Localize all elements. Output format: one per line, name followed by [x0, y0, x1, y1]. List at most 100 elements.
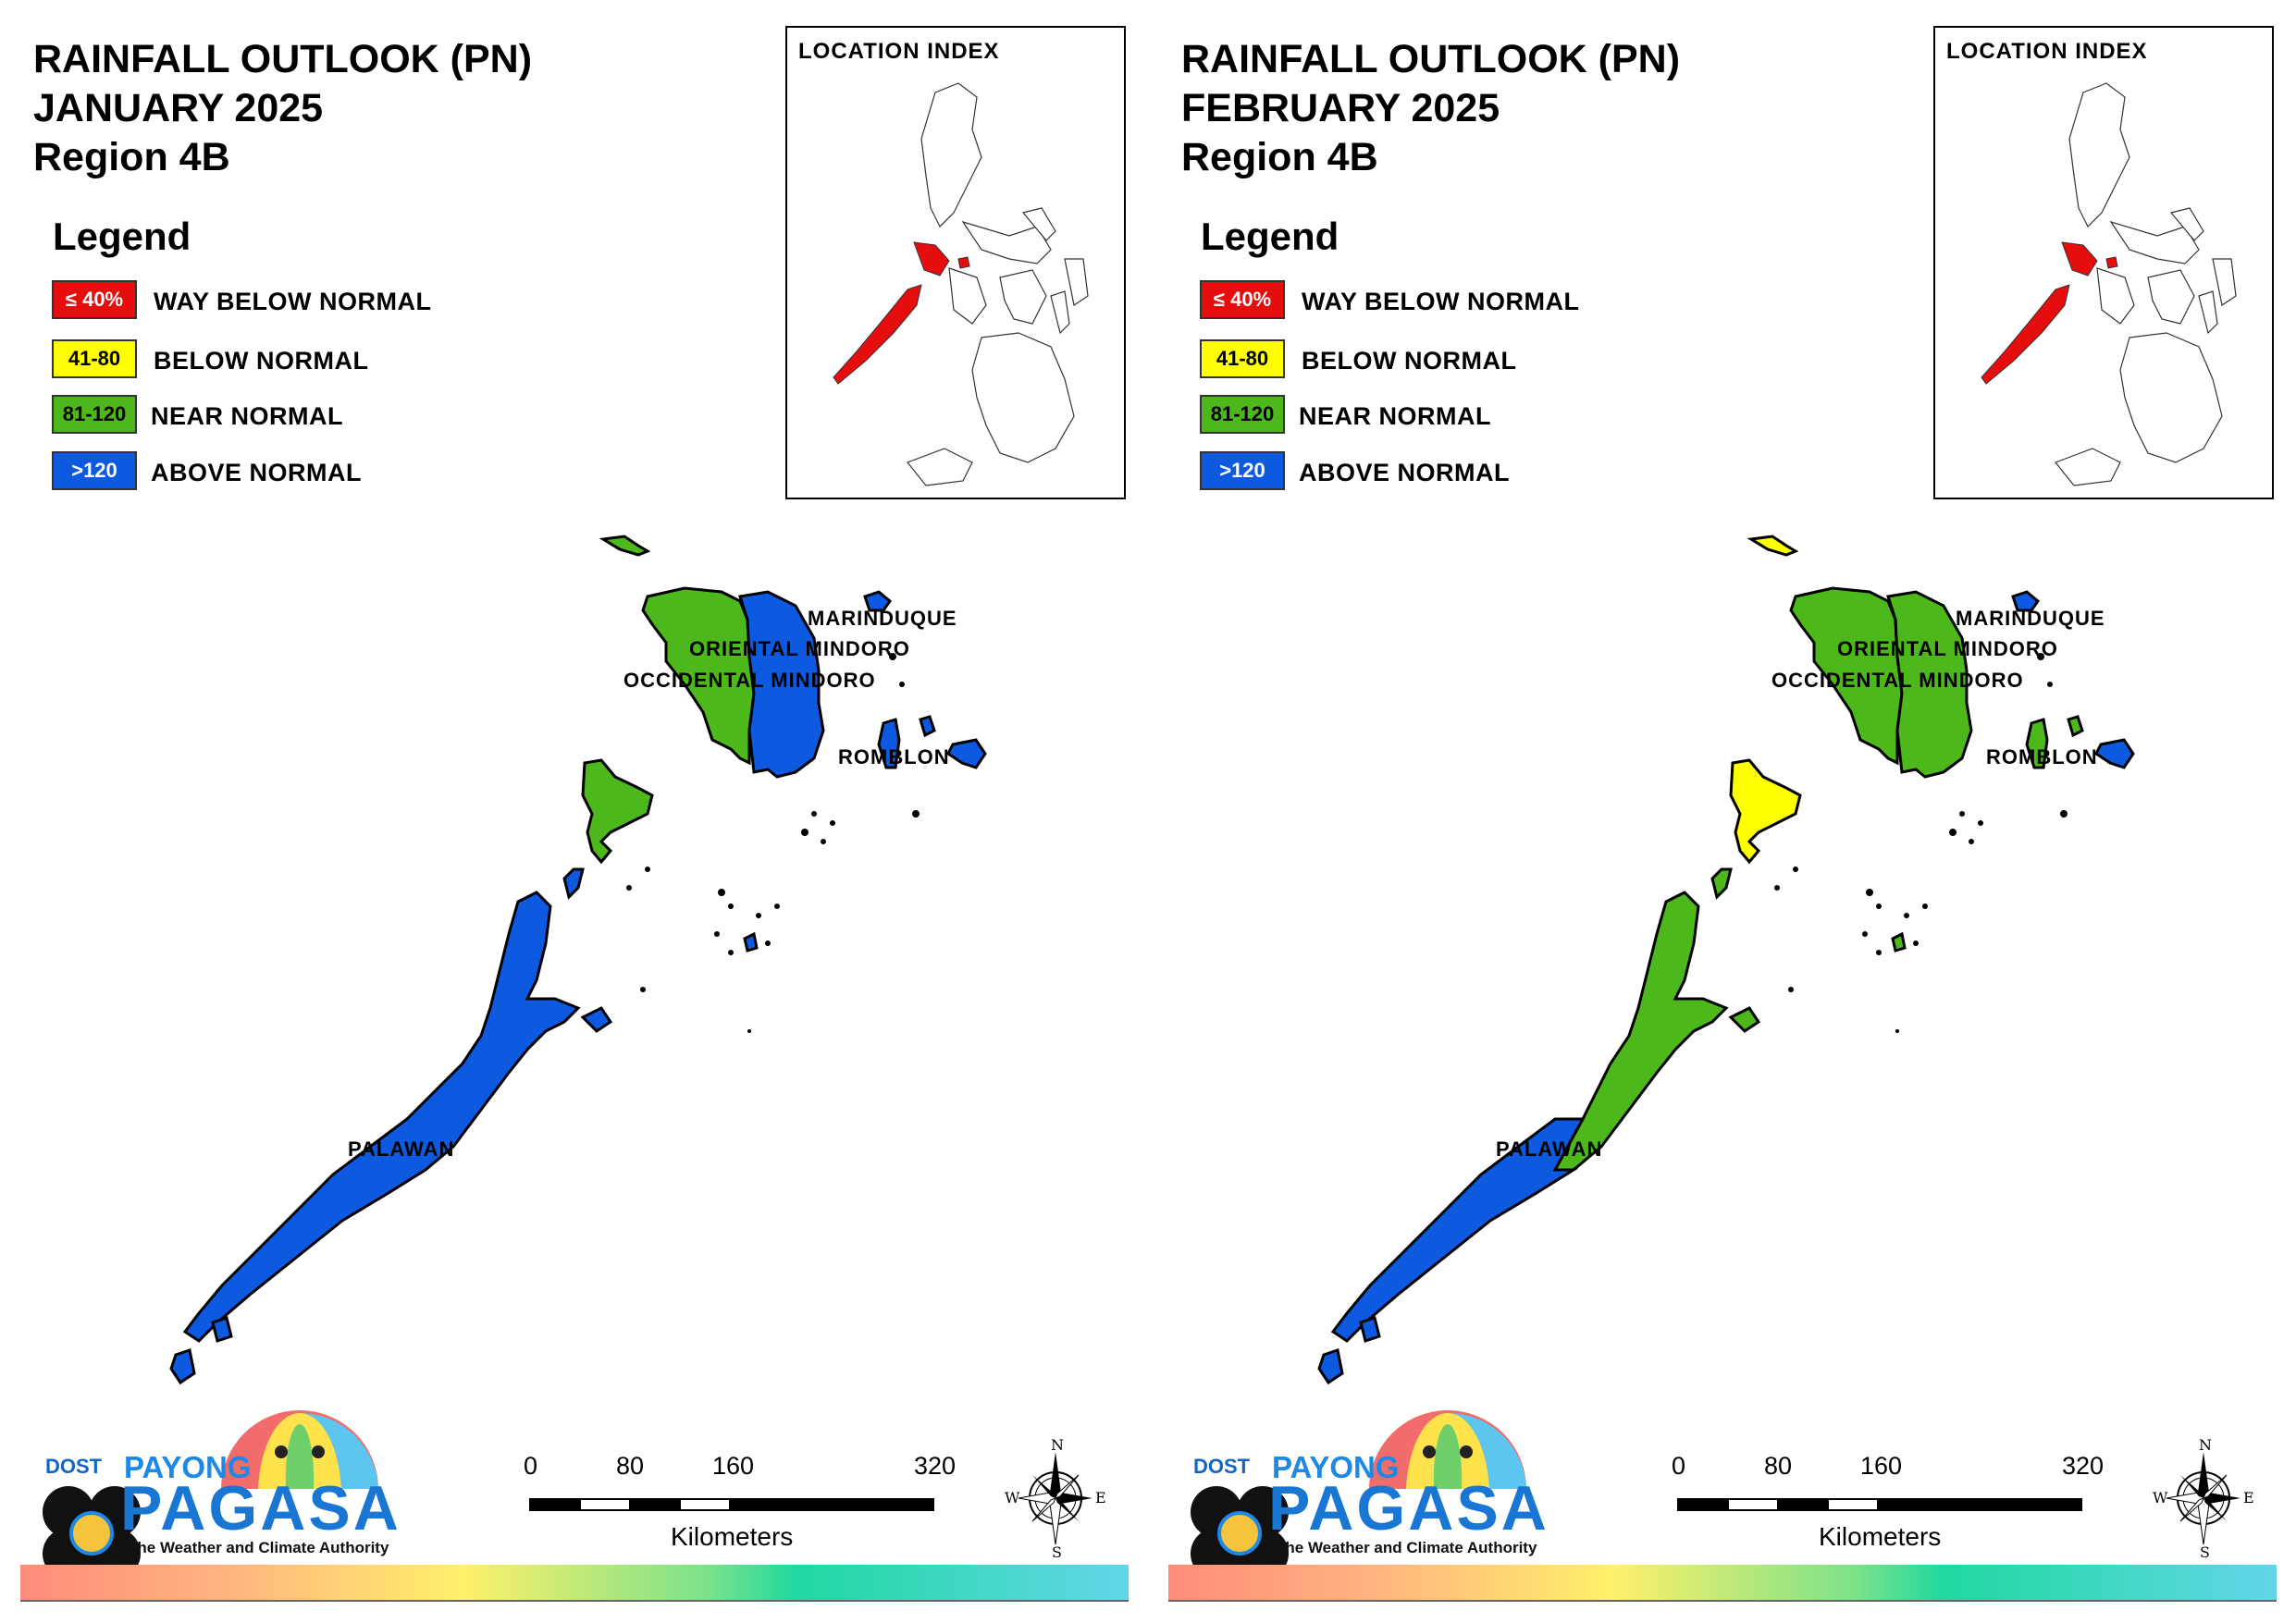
compass-s: S — [2200, 1543, 2210, 1558]
province-shape-palawan-north — [1728, 1006, 1761, 1033]
color-gradient-bar — [20, 1565, 1129, 1600]
outlook-panel-february: RAINFALL OUTLOOK (PN) FEBRUARY 2025 Regi… — [1148, 0, 2296, 1623]
province-label-palawan: PALAWAN — [348, 1137, 454, 1161]
logo-dost: DOST — [45, 1455, 103, 1478]
province-shape-palawan — [1317, 1348, 1344, 1385]
gradient-baseline — [1168, 1600, 2277, 1602]
logo-pagasa: PAGASA — [1268, 1473, 1549, 1543]
province-shape-marinduque — [863, 590, 893, 612]
province-label-romblon: ROMBLON — [1986, 745, 2098, 768]
legend-swatch: >120 — [52, 451, 137, 490]
logo-tagline: The Weather and Climate Authority — [128, 1539, 389, 1556]
province-shape-calamian — [599, 535, 651, 557]
scale-bar: 0 80 160 320 Kilometers — [1672, 1452, 2110, 1551]
province-shape-calamian — [1747, 535, 1799, 557]
legend-swatch: 41-80 — [52, 339, 137, 378]
title-line-1: RAINFALL OUTLOOK (PN) — [33, 37, 533, 81]
legend-label: NEAR NORMAL — [151, 402, 343, 430]
legend-title: Legend — [1201, 215, 1339, 258]
scale-bar: 0 80 160 320 Kilometers — [524, 1452, 962, 1551]
legend-swatch: 81-120 — [52, 395, 137, 434]
panel-title: RAINFALL OUTLOOK (PN) JANUARY 2025 Regio… — [33, 35, 532, 182]
compass-s: S — [1052, 1543, 1062, 1558]
province-shape-oriental-mindoro — [738, 590, 825, 779]
legend-swatch: ≤ 40% — [1200, 280, 1285, 319]
scale-unit: Kilometers — [1819, 1522, 1942, 1551]
legend-label: WAY BELOW NORMAL — [154, 288, 432, 315]
logo-pagasa: PAGASA — [120, 1473, 401, 1543]
province-shape-romblon — [919, 715, 936, 738]
legend-title: Legend — [53, 215, 191, 258]
compass-n: N — [2199, 1438, 2212, 1454]
province-label-occidental-mindoro: OCCIDENTAL MINDORO — [623, 669, 876, 692]
scale-segment — [529, 1498, 581, 1511]
scale-tick: 80 — [616, 1452, 645, 1480]
outlook-panel-january: RAINFALL OUTLOOK (PN) JANUARY 2025 Regio… — [20, 26, 1129, 1602]
compass-w: W — [2153, 1489, 2168, 1506]
scale-segment — [1877, 1498, 2082, 1511]
scale-segment — [1827, 1498, 1879, 1511]
logo-payong: PAYONG — [1272, 1450, 1400, 1484]
compass-w: W — [1005, 1489, 1020, 1506]
province-label-oriental-mindoro: ORIENTAL MINDORO — [689, 637, 910, 660]
province-shape-palawan — [169, 1348, 196, 1385]
umbrella-icon — [1191, 1410, 1526, 1572]
legend-swatch: 81-120 — [1200, 395, 1285, 434]
panel-title: RAINFALL OUTLOOK (PN) FEBRUARY 2025 Regi… — [1181, 35, 1680, 182]
philippines-index-map — [1981, 82, 2237, 486]
province-shape-palawan — [562, 867, 585, 900]
province-label-marinduque: MARINDUQUE — [808, 607, 957, 630]
legend-label: ABOVE NORMAL — [151, 459, 362, 486]
legend-label: NEAR NORMAL — [1299, 402, 1491, 430]
title-month: JANUARY 2025 — [33, 86, 324, 130]
title-region: Region 4B — [1181, 135, 1378, 179]
scale-tick: 160 — [1860, 1452, 1903, 1480]
scale-segment — [729, 1498, 934, 1511]
location-index-map: LOCATION INDEX — [785, 26, 1126, 499]
province-shape-palawan — [182, 891, 581, 1343]
province-shape-romblon — [877, 718, 901, 769]
compass-rose-icon: N E S W — [1005, 1436, 1106, 1561]
province-shape-palawan — [1359, 1316, 1381, 1343]
scale-tick: 0 — [524, 1452, 538, 1480]
province-shape-palawan-north — [1891, 931, 1907, 953]
compass-rose-icon: N E S W — [2153, 1436, 2254, 1561]
scale-tick: 160 — [712, 1452, 755, 1480]
province-shape-palawan-north — [581, 758, 654, 865]
gradient-baseline — [20, 1600, 1129, 1602]
legend-label: ABOVE NORMAL — [1299, 459, 1510, 486]
pagasa-logo: DOST PAYONG PAGASA The Weather and Clima… — [1179, 1387, 1547, 1572]
region-4b-map: MARINDUQUE ORIENTAL MINDORO OCCIDENTAL M… — [1317, 535, 2135, 1385]
scale-tick: 320 — [2062, 1452, 2105, 1480]
region-4b-map: MARINDUQUE ORIENTAL MINDORO OCCIDENTAL M… — [169, 535, 987, 1385]
scale-unit: Kilometers — [671, 1522, 794, 1551]
philippines-index-map — [833, 82, 1089, 486]
scale-tick: 320 — [914, 1452, 957, 1480]
title-month: FEBRUARY 2025 — [1181, 86, 1500, 130]
province-shape-palawan — [580, 1006, 613, 1033]
province-shape-romblon — [946, 738, 987, 769]
scale-segment — [1777, 1498, 1829, 1511]
logo-tagline: The Weather and Climate Authority — [1276, 1539, 1537, 1556]
province-shape-romblon — [2025, 718, 2049, 769]
legend-label: WAY BELOW NORMAL — [1302, 288, 1580, 315]
legend-swatch: >120 — [1200, 451, 1285, 490]
title-region: Region 4B — [33, 135, 230, 179]
province-shape-above-blue — [2094, 738, 2135, 769]
province-shape-palawan-north — [1710, 867, 1733, 900]
compass-e: E — [1095, 1489, 1106, 1506]
province-label-romblon: ROMBLON — [838, 745, 950, 768]
province-shape-palawan-north — [1552, 891, 1729, 1172]
province-shape-palawan — [1330, 1117, 1586, 1343]
location-index-map: LOCATION INDEX — [1933, 26, 2274, 499]
province-shape-romblon — [2067, 715, 2084, 738]
compass-n: N — [1051, 1438, 1064, 1454]
province-shape-palawan — [743, 931, 759, 953]
province-shape-marinduque — [2011, 590, 2041, 612]
scale-tick: 0 — [1672, 1452, 1686, 1480]
color-gradient-bar — [1168, 1565, 2277, 1600]
province-label-palawan: PALAWAN — [1496, 1137, 1602, 1161]
province-shape-calamian — [1729, 758, 1802, 865]
scale-tick: 80 — [1764, 1452, 1793, 1480]
province-label-occidental-mindoro: OCCIDENTAL MINDORO — [1771, 669, 2024, 692]
